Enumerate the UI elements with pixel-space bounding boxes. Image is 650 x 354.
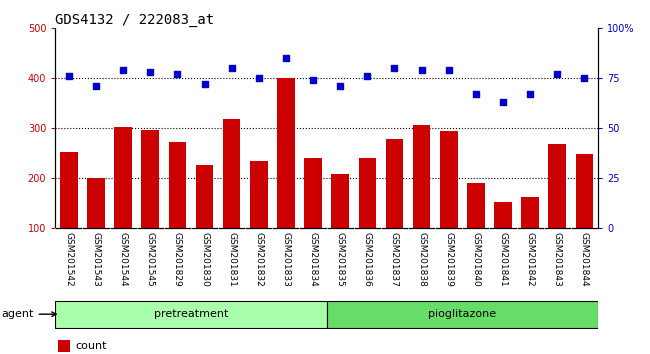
Text: GSM201545: GSM201545: [146, 232, 155, 287]
Point: [145, 69, 155, 75]
Bar: [196, 165, 213, 278]
Text: GSM201830: GSM201830: [200, 232, 209, 287]
Text: GSM201838: GSM201838: [417, 232, 426, 287]
Bar: [576, 154, 593, 278]
Bar: [327, 301, 598, 328]
Text: GSM201834: GSM201834: [309, 232, 318, 287]
Text: GDS4132 / 222083_at: GDS4132 / 222083_at: [55, 13, 214, 27]
Point: [579, 75, 590, 81]
Point: [335, 84, 345, 89]
Text: GSM201841: GSM201841: [499, 232, 508, 287]
Bar: [168, 142, 186, 278]
Text: GSM201844: GSM201844: [580, 232, 589, 286]
Point: [308, 78, 318, 83]
Text: GSM201542: GSM201542: [64, 232, 73, 286]
Point: [443, 68, 454, 73]
Point: [91, 84, 101, 89]
Text: GSM201829: GSM201829: [173, 232, 182, 287]
Bar: [277, 78, 294, 278]
Text: GSM201837: GSM201837: [390, 232, 399, 287]
Bar: [521, 197, 539, 278]
Point: [64, 74, 74, 79]
Text: GSM201835: GSM201835: [335, 232, 345, 287]
Bar: [250, 161, 268, 278]
Text: pretreatment: pretreatment: [154, 309, 228, 319]
Bar: [332, 174, 349, 278]
Point: [471, 91, 481, 97]
Bar: [467, 183, 485, 278]
Point: [525, 91, 536, 97]
Bar: [359, 158, 376, 278]
Point: [254, 75, 264, 81]
Bar: [385, 139, 403, 278]
Bar: [58, 340, 70, 352]
Point: [552, 72, 562, 77]
Point: [118, 68, 128, 73]
Text: GSM201832: GSM201832: [254, 232, 263, 287]
Text: GSM201842: GSM201842: [526, 232, 535, 286]
Bar: [440, 131, 458, 278]
Bar: [142, 130, 159, 278]
Point: [417, 68, 427, 73]
Bar: [413, 125, 430, 278]
Bar: [114, 127, 132, 278]
Point: [498, 99, 508, 105]
Point: [200, 81, 210, 87]
Text: GSM201840: GSM201840: [471, 232, 480, 287]
Text: GSM201544: GSM201544: [118, 232, 127, 286]
Bar: [60, 152, 77, 278]
Bar: [223, 119, 240, 278]
Bar: [55, 301, 326, 328]
Text: GSM201833: GSM201833: [281, 232, 291, 287]
Text: pioglitazone: pioglitazone: [428, 309, 497, 319]
Text: count: count: [76, 341, 107, 351]
Text: GSM201543: GSM201543: [92, 232, 101, 287]
Bar: [494, 202, 512, 278]
Point: [281, 56, 291, 61]
Text: GSM201831: GSM201831: [227, 232, 236, 287]
Text: GSM201843: GSM201843: [552, 232, 562, 287]
Text: GSM201836: GSM201836: [363, 232, 372, 287]
Point: [389, 65, 400, 71]
Point: [226, 65, 237, 71]
Bar: [87, 178, 105, 278]
Bar: [304, 158, 322, 278]
Text: GSM201839: GSM201839: [444, 232, 453, 287]
Text: agent: agent: [1, 309, 56, 319]
Point: [172, 72, 183, 77]
Point: [362, 74, 372, 79]
Bar: [549, 144, 566, 278]
